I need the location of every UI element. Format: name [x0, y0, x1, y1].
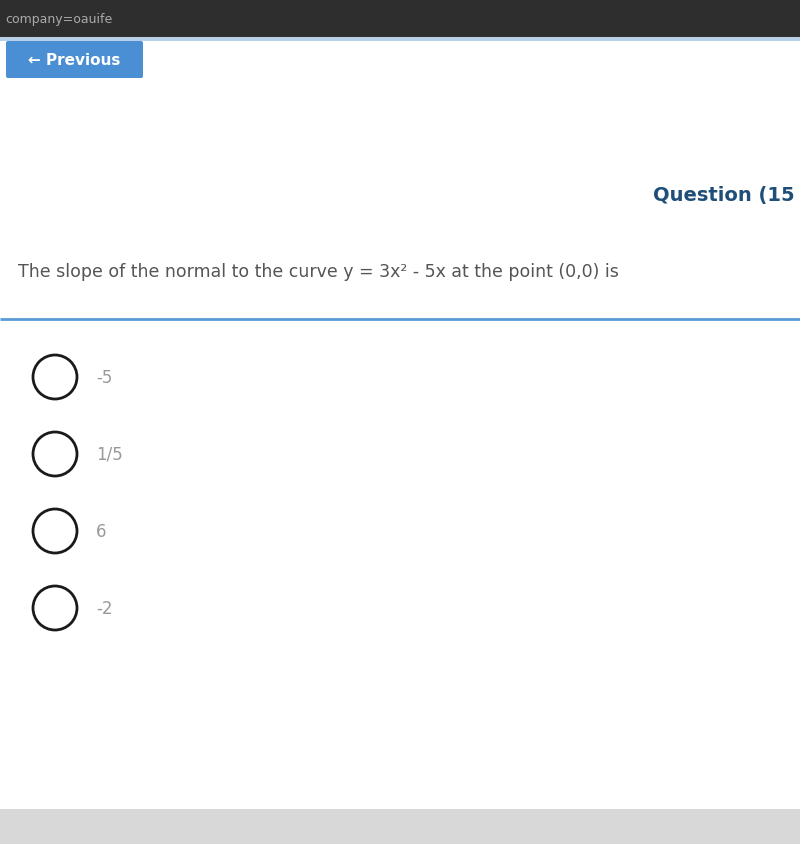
FancyBboxPatch shape [6, 42, 143, 78]
FancyBboxPatch shape [0, 38, 800, 809]
Circle shape [33, 587, 77, 630]
Text: company=oauife: company=oauife [5, 13, 112, 25]
Circle shape [33, 355, 77, 399]
Text: 6: 6 [96, 522, 106, 540]
Text: ← Previous: ← Previous [28, 53, 121, 68]
Text: Question (15: Question (15 [654, 186, 795, 204]
FancyBboxPatch shape [0, 38, 800, 42]
Text: The slope of the normal to the curve y = 3x² - 5x at the point (0,0) is: The slope of the normal to the curve y =… [18, 262, 619, 281]
FancyBboxPatch shape [0, 0, 800, 38]
FancyBboxPatch shape [0, 809, 800, 844]
Circle shape [33, 432, 77, 476]
Text: 1/5: 1/5 [96, 446, 122, 463]
Text: -5: -5 [96, 369, 112, 387]
Circle shape [33, 510, 77, 554]
Text: -2: -2 [96, 599, 113, 617]
